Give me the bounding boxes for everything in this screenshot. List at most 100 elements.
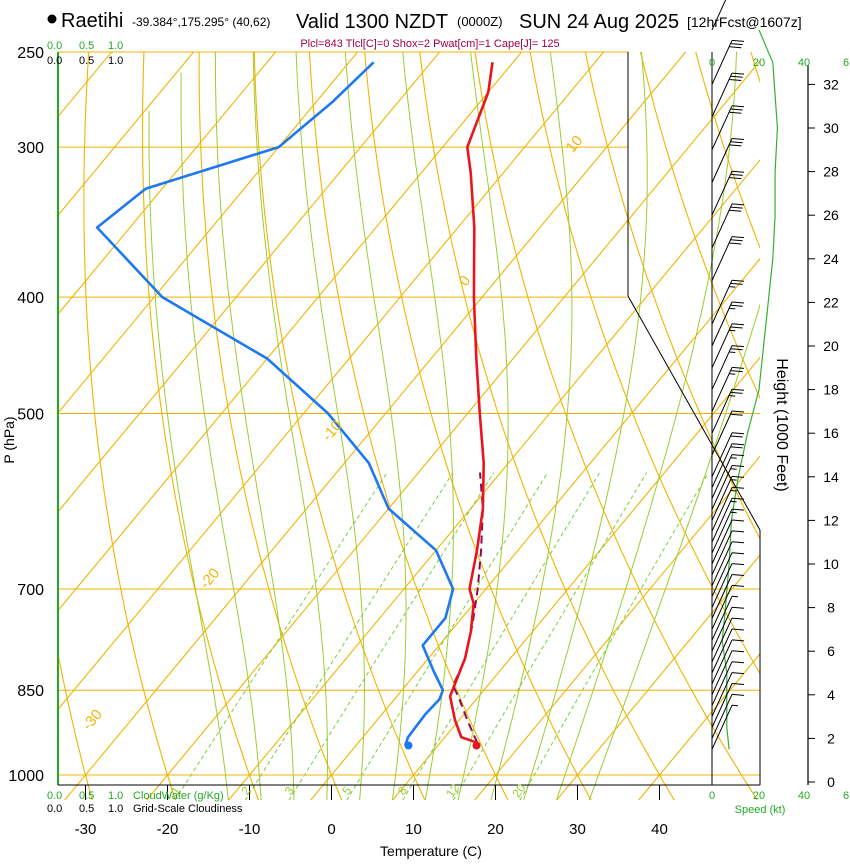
station-marker-icon <box>47 14 57 24</box>
top-black-tick: 0.5 <box>79 55 94 67</box>
height-tick-label: 4 <box>827 687 835 703</box>
temperature-line <box>448 62 494 744</box>
speed-top-tick: 40 <box>798 57 810 69</box>
forecast-run: [12hrFcst@1607z] <box>687 14 802 30</box>
moist-adiabat-line <box>344 52 407 800</box>
wind-barb <box>711 672 745 717</box>
bottom-black-tick: 1.0 <box>108 803 123 815</box>
isotherm-line <box>58 52 523 612</box>
dry-adiabat-line <box>58 650 93 800</box>
height-axis-title: Height (1000 Feet) <box>773 358 790 491</box>
mixing-ratio-line <box>288 472 495 800</box>
mixing-ratio-line <box>244 472 454 800</box>
wind-barb <box>711 693 745 739</box>
wind-barb <box>711 138 745 183</box>
wind-barb <box>711 432 745 478</box>
cloudiness-label: Grid-Scale Cloudiness <box>133 803 243 815</box>
bottom-cloud-legend: 0.0 0.5 1.0 CloudWater (g/Kg) 0.0 0.5 1.… <box>47 790 243 815</box>
height-tick-label: 12 <box>823 512 839 528</box>
isotherm-line <box>58 52 195 217</box>
dry-adiabat-line <box>142 52 260 800</box>
height-tick-label: 10 <box>823 556 839 572</box>
isotherm-lines <box>58 52 760 800</box>
surface-dewpoint-marker <box>404 741 413 750</box>
x-tick-label: -20 <box>157 821 179 838</box>
surface-temperature-marker <box>472 741 481 750</box>
wind-barb <box>711 530 745 576</box>
pressure-tick-label: 500 <box>17 407 44 424</box>
wind-barb <box>711 443 745 488</box>
height-tick-label: 18 <box>823 382 839 398</box>
pressure-tick-label: 400 <box>17 290 44 307</box>
pressure-tick-label: 250 <box>17 45 44 62</box>
height-tick-label: 0 <box>827 774 835 790</box>
wind-barb <box>711 465 745 510</box>
dry-adiabat-line <box>253 52 426 800</box>
height-tick-label: 26 <box>823 207 839 223</box>
speed-bottom-tick: 20 <box>753 790 765 802</box>
bottom-green-tick: 1.0 <box>108 790 123 802</box>
height-tick-label: 32 <box>823 76 839 92</box>
wind-barb <box>711 595 739 641</box>
isotherm-line <box>58 52 359 414</box>
height-tick-label: 6 <box>827 643 835 659</box>
bottom-black-tick: 0.0 <box>47 803 62 815</box>
isotherm-line <box>310 257 760 800</box>
x-tick-label: 20 <box>487 821 504 838</box>
x-tick-label: 0 <box>327 821 335 838</box>
sounding-profiles <box>95 61 494 750</box>
wind-barb <box>711 105 745 151</box>
wind-barb <box>711 170 745 216</box>
x-tick-label: 10 <box>405 821 422 838</box>
pressure-tick-label: 850 <box>17 683 44 700</box>
isotherm-line <box>64 52 687 800</box>
wind-speed-line <box>721 29 779 750</box>
wind-barb <box>711 366 745 412</box>
speed-top-tick: 0 <box>709 57 715 69</box>
isotherm-line <box>228 159 760 800</box>
height-tick-label: 30 <box>823 120 839 136</box>
x-tick-label: 40 <box>651 821 668 838</box>
mixing-ratio-line <box>174 472 388 800</box>
station-name: Raetihi <box>61 10 123 32</box>
wind-barb <box>711 345 745 390</box>
isotherm-line <box>638 653 760 800</box>
top-cloud-scale: 0.0 0.5 1.0 0.0 0.5 1.0 <box>47 40 123 67</box>
bottom-black-tick: 0.5 <box>79 803 94 815</box>
wind-barb <box>711 574 745 619</box>
wind-barb <box>711 617 745 663</box>
wind-barb <box>711 454 745 499</box>
moist-adiabat-line <box>523 52 648 800</box>
dry-adiabat-line <box>364 52 592 800</box>
speed-axis-label: Speed (kt) <box>735 804 786 816</box>
dry-adiabat-line <box>83 52 176 800</box>
bottom-green-tick: 0.0 <box>47 790 62 802</box>
wind-barb <box>711 563 745 608</box>
dry-adiabat-line <box>198 52 343 800</box>
dry-adiabat-line <box>584 52 760 540</box>
pressure-gridlines: 250 300 400 500 700 850 1000 <box>8 45 761 786</box>
top-black-tick: 0.0 <box>47 55 62 67</box>
wind-barb <box>711 552 745 597</box>
height-tick-label: 8 <box>827 600 835 616</box>
wind-barb <box>711 279 745 325</box>
moist-adiabat-line <box>180 72 262 800</box>
cloudwater-label: CloudWater (g/Kg) <box>133 790 224 802</box>
isotherm-line <box>58 52 605 711</box>
isotherm-line <box>474 455 760 800</box>
height-tick-label: 16 <box>823 425 839 441</box>
wind-barb <box>711 301 745 347</box>
pressure-tick-label: 1000 <box>8 768 44 785</box>
x-tick-label: -30 <box>75 821 97 838</box>
wind-barb <box>711 508 745 554</box>
wind-barb <box>711 203 745 249</box>
speed-bottom-six: 6 <box>843 790 849 802</box>
height-tick-label: 20 <box>823 338 839 354</box>
wind-barb <box>711 39 745 85</box>
mixing-ratio-line <box>519 472 709 800</box>
wind-barb <box>711 650 745 696</box>
height-tick-label: 24 <box>823 251 839 267</box>
dry-adiabat-line <box>419 52 675 800</box>
